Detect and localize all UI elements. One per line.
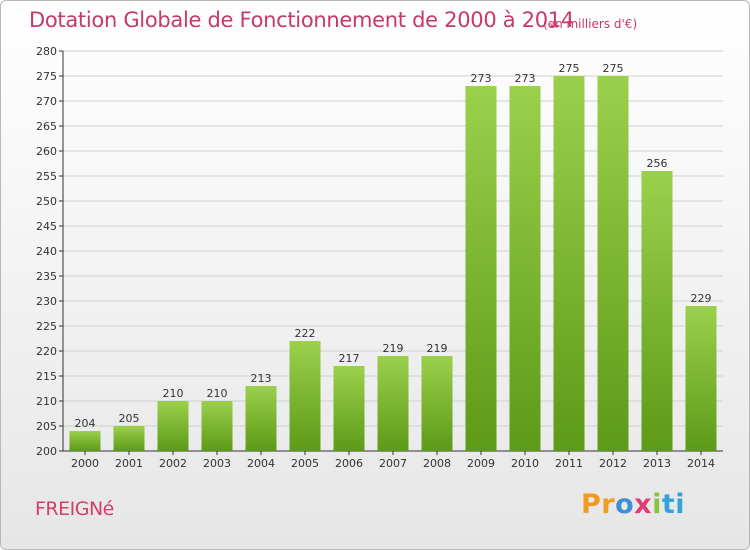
data-label: 273 — [471, 72, 492, 85]
y-tick-label: 220 — [36, 345, 57, 358]
x-tick-label: 2012 — [599, 457, 627, 470]
x-tick-label: 2003 — [203, 457, 231, 470]
y-tick-label: 210 — [36, 395, 57, 408]
data-label: 229 — [691, 292, 712, 305]
y-tick-label: 265 — [36, 120, 57, 133]
bar — [641, 171, 673, 451]
data-label: 217 — [339, 352, 360, 365]
chart-subtitle: (en milliers d'€) — [543, 17, 638, 31]
x-tick-label: 2005 — [291, 457, 319, 470]
x-tick-label: 2002 — [159, 457, 187, 470]
data-label: 205 — [119, 412, 140, 425]
bar — [333, 366, 365, 451]
bar — [421, 356, 453, 451]
y-tick-label: 200 — [36, 445, 57, 458]
data-label: 222 — [295, 327, 316, 340]
x-tick-label: 2000 — [71, 457, 99, 470]
y-tick-label: 235 — [36, 270, 57, 283]
y-tick-label: 245 — [36, 220, 57, 233]
y-tick-label: 275 — [36, 70, 57, 83]
logo-part-2: o — [615, 489, 635, 520]
data-label: 210 — [207, 387, 228, 400]
logo-part-1: Pr — [581, 489, 616, 520]
data-label: 256 — [647, 157, 668, 170]
bar — [509, 86, 541, 451]
x-tick-label: 2001 — [115, 457, 143, 470]
commune-name: FREIGNé — [35, 498, 114, 520]
y-tick-label: 215 — [36, 370, 57, 383]
data-label: 275 — [559, 62, 580, 75]
y-tick-label: 230 — [36, 295, 57, 308]
bar — [553, 76, 585, 451]
bar — [465, 86, 497, 451]
data-label: 210 — [163, 387, 184, 400]
x-tick-label: 2010 — [511, 457, 539, 470]
y-tick-label: 280 — [36, 45, 57, 58]
bar — [597, 76, 629, 451]
x-tick-label: 2011 — [555, 457, 583, 470]
y-tick-label: 225 — [36, 320, 57, 333]
x-tick-label: 2007 — [379, 457, 407, 470]
bar — [245, 386, 277, 451]
x-tick-label: 2006 — [335, 457, 363, 470]
bar — [69, 431, 101, 451]
x-tick-label: 2014 — [687, 457, 715, 470]
data-label: 213 — [251, 372, 272, 385]
y-tick-label: 255 — [36, 170, 57, 183]
data-label: 219 — [427, 342, 448, 355]
proxiti-logo: Proxiti — [581, 489, 685, 520]
bar — [377, 356, 409, 451]
bar — [685, 306, 717, 451]
data-label: 219 — [383, 342, 404, 355]
bar — [289, 341, 321, 451]
y-tick-label: 240 — [36, 245, 57, 258]
logo-part-4: i — [652, 489, 662, 520]
logo-part-5: ti — [661, 489, 686, 520]
data-label: 204 — [75, 417, 96, 430]
x-tick-label: 2009 — [467, 457, 495, 470]
bar — [201, 401, 233, 451]
x-tick-label: 2008 — [423, 457, 451, 470]
y-tick-label: 270 — [36, 95, 57, 108]
x-tick-label: 2004 — [247, 457, 275, 470]
y-tick-label: 260 — [36, 145, 57, 158]
y-tick-label: 250 — [36, 195, 57, 208]
data-label: 275 — [603, 62, 624, 75]
logo-part-3: x — [634, 489, 653, 520]
bar — [157, 401, 189, 451]
x-tick-label: 2013 — [643, 457, 671, 470]
chart-title: Dotation Globale de Fonctionnement de 20… — [29, 8, 574, 32]
data-label: 273 — [515, 72, 536, 85]
y-tick-label: 205 — [36, 420, 57, 433]
bar — [113, 426, 145, 451]
